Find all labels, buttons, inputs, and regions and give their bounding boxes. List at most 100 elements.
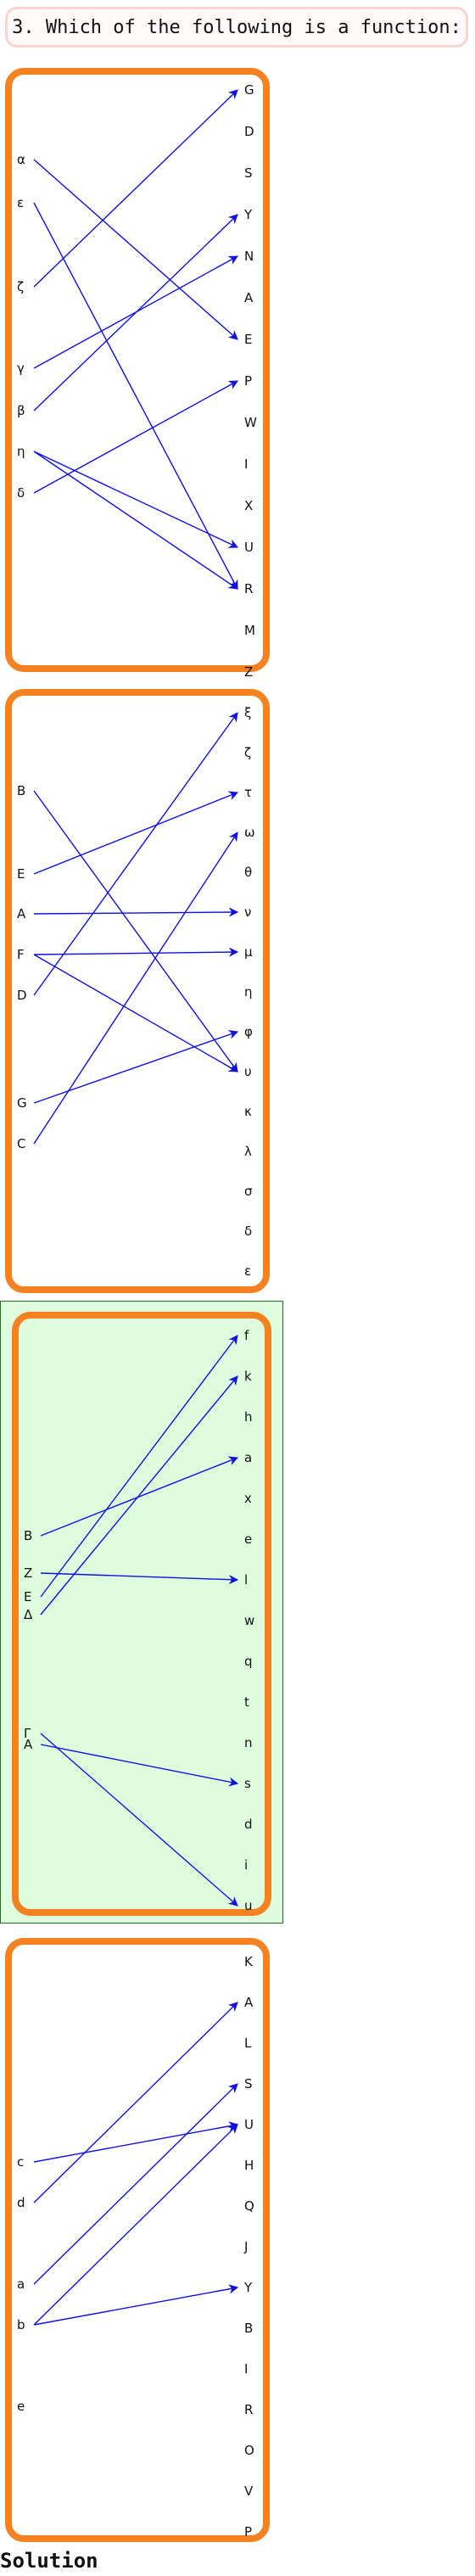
option-3-codomain-label: u bbox=[244, 1898, 253, 1913]
option-2-codomain-label: λ bbox=[244, 1144, 252, 1159]
option-3-codomain-label: a bbox=[244, 1450, 252, 1465]
option-3-codomain-label: l bbox=[244, 1572, 248, 1588]
option-1-codomain-label: S bbox=[244, 165, 253, 181]
option-1-panel[interactable]: α ε ζ γ β η δ G D S Y N A E P W I X U R M Z bbox=[5, 68, 270, 672]
option-3-mapping-arrow bbox=[41, 1744, 238, 1784]
option-1-codomain-label: X bbox=[244, 498, 253, 513]
option-2-codomain-label: δ bbox=[244, 1224, 252, 1239]
option-3-codomain-label: e bbox=[244, 1532, 252, 1547]
option-2-codomain-label: ξ bbox=[244, 705, 251, 720]
option-1-codomain-label: G bbox=[244, 82, 254, 98]
option-1-mapping-arrow bbox=[34, 381, 238, 493]
option-4-domain-label: b bbox=[17, 2317, 25, 2332]
option-3-codomain-label: k bbox=[244, 1369, 252, 1384]
option-1-domain-label: β bbox=[17, 403, 25, 418]
option-3-diagram: B ZEΔ ΓAf k h a x e l w q t n s d i u bbox=[19, 1319, 265, 1909]
option-4-mapping-arrow bbox=[34, 2002, 238, 2203]
option-4-codomain-label: P bbox=[244, 2524, 252, 2540]
option-3-codomain-label: d bbox=[244, 1817, 253, 1832]
option-4-domain-label: c bbox=[17, 2154, 24, 2170]
option-1-codomain-label: A bbox=[244, 290, 254, 305]
option-4-codomain-label: O bbox=[244, 2443, 254, 2458]
option-1-domain-label: ε bbox=[17, 195, 24, 210]
option-1-domain-label: δ bbox=[17, 485, 25, 501]
option-3-codomain-label: s bbox=[244, 1776, 251, 1791]
option-3-codomain-label: n bbox=[244, 1735, 253, 1750]
option-4-domain-label: d bbox=[17, 2195, 25, 2210]
option-2-domain-label: A bbox=[17, 906, 26, 921]
option-3-domain-label: E bbox=[24, 1589, 31, 1604]
option-2-codomain-label: θ bbox=[244, 865, 252, 880]
option-2-domain-label: D bbox=[17, 988, 27, 1003]
option-4-panel[interactable]: c d a b e K A L S U H Q J Y B I R O V P bbox=[5, 1938, 270, 2542]
option-4-codomain-label: H bbox=[244, 2158, 254, 2173]
option-1-codomain-label: W bbox=[244, 415, 257, 430]
option-2-diagram: B E A F D G Cξ ζ τ ω θ ν μ η φ υ κ λ σ δ ε bbox=[12, 696, 263, 1286]
option-1-codomain-label: N bbox=[244, 249, 254, 264]
option-4-codomain-label: U bbox=[244, 2117, 254, 2132]
option-3-codomain-label: w bbox=[244, 1613, 254, 1628]
option-2-codomain-label: ν bbox=[244, 904, 251, 920]
option-2-codomain-label: φ bbox=[244, 1024, 253, 1039]
option-3-codomain-label: i bbox=[244, 1857, 248, 1873]
option-4-codomain-label: K bbox=[244, 1954, 254, 1969]
option-1-codomain-label: D bbox=[244, 124, 254, 139]
option-4-domain-label: e bbox=[17, 2399, 25, 2414]
option-2-mapping-arrow bbox=[34, 1032, 238, 1103]
option-4-codomain-label: R bbox=[244, 2402, 253, 2417]
option-1-codomain-label: R bbox=[244, 581, 253, 596]
option-3-mapping-arrow bbox=[41, 1733, 238, 1906]
option-4-mapping-arrow bbox=[34, 2125, 238, 2162]
solution-label: Solution bbox=[0, 2549, 98, 2573]
option-3-domain-label: Z bbox=[24, 1565, 32, 1581]
option-1-domain-label: α bbox=[17, 152, 25, 167]
option-3-mapping-arrow bbox=[41, 1336, 238, 1597]
option-3-codomain-label: q bbox=[244, 1654, 253, 1669]
option-2-mapping-arrow bbox=[34, 912, 238, 914]
option-2-codomain-label: η bbox=[244, 984, 253, 1000]
option-1-codomain-label: I bbox=[244, 456, 248, 472]
option-1-mapping-arrow bbox=[34, 90, 238, 287]
option-2-domain-label: E bbox=[17, 866, 25, 882]
option-2-domain-label: C bbox=[17, 1136, 25, 1151]
option-1-codomain-label: E bbox=[244, 332, 252, 347]
option-2-codomain-label: υ bbox=[244, 1064, 252, 1079]
option-1-mapping-arrow bbox=[34, 203, 238, 589]
option-4-codomain-label: L bbox=[244, 2036, 252, 2051]
option-1-codomain-label: P bbox=[244, 373, 252, 389]
option-2-mapping-arrow bbox=[34, 955, 238, 1072]
option-1-codomain-label: M bbox=[244, 623, 255, 638]
option-2-codomain-label: ω bbox=[244, 825, 255, 840]
option-4-codomain-label: J bbox=[243, 2239, 248, 2254]
option-3-codomain-label: x bbox=[244, 1491, 252, 1506]
option-4-mapping-arrow bbox=[34, 2288, 238, 2325]
option-4-mapping-arrow bbox=[34, 2084, 238, 2284]
option-1-domain-label: ζ bbox=[17, 279, 24, 294]
option-4-mapping-arrow bbox=[34, 2125, 238, 2325]
option-4-domain-label: a bbox=[17, 2276, 25, 2292]
option-1-codomain-label: Z bbox=[244, 664, 253, 680]
option-3-domain-label: Δ bbox=[24, 1607, 33, 1622]
option-4-codomain-label: I bbox=[244, 2361, 248, 2377]
option-3-codomain-label: h bbox=[244, 1409, 253, 1425]
option-3-codomain-label: f bbox=[244, 1328, 249, 1343]
option-2-domain-label: B bbox=[17, 783, 25, 798]
option-4-codomain-label: Q bbox=[244, 2198, 254, 2214]
option-2-codomain-label: τ bbox=[244, 785, 252, 800]
option-2-codomain-label: σ bbox=[244, 1184, 253, 1199]
option-2-domain-label: F bbox=[17, 947, 25, 962]
option-4-codomain-label: Y bbox=[243, 2280, 253, 2295]
option-2-codomain-label: κ bbox=[244, 1104, 252, 1119]
option-4-diagram: c d a b e K A L S U H Q J Y B I R O V P bbox=[12, 1945, 263, 2535]
option-1-domain-label: η bbox=[17, 444, 25, 459]
question-text: 3. Which of the following is a function: bbox=[5, 7, 468, 48]
option-1-mapping-arrow bbox=[34, 451, 238, 589]
option-3-codomain-label: t bbox=[244, 1694, 249, 1710]
option-2-codomain-label: ε bbox=[244, 1263, 251, 1279]
option-1-mapping-arrow bbox=[34, 451, 238, 547]
option-3-domain-label: B bbox=[24, 1528, 32, 1543]
option-4-codomain-label: V bbox=[244, 2484, 254, 2499]
option-2-codomain-label: μ bbox=[244, 944, 253, 960]
